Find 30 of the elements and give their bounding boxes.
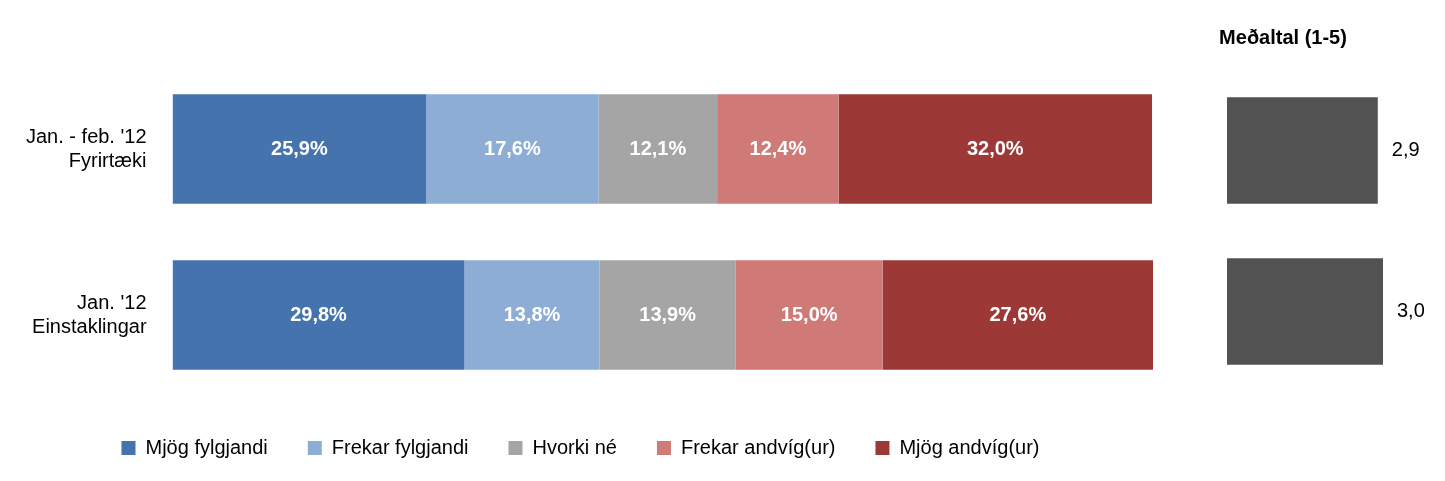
bar	[598, 94, 718, 204]
data-label: 12,4%	[749, 136, 807, 159]
bar	[717, 94, 839, 204]
legend-label: Frekar andvíg(ur)	[680, 435, 836, 458]
legend-label: Hvorki né	[532, 435, 617, 458]
legend-label: Frekar fylgjandi	[331, 435, 469, 458]
bar	[838, 94, 1153, 204]
data-label: 29,8%	[290, 302, 348, 325]
legend-label: Mjög andvíg(ur)	[899, 435, 1040, 458]
bar	[882, 260, 1153, 370]
data-label: 17,6%	[484, 136, 541, 159]
data-label: 25,9%	[271, 136, 328, 159]
y-tick-label: Jan. '12 Einstaklingar	[32, 290, 147, 337]
bar	[172, 260, 465, 370]
data-label: 3,0	[1397, 299, 1425, 322]
data-label: 13,9%	[639, 302, 697, 325]
chart-title: Meðaltal (1-5)	[1219, 25, 1347, 48]
data-label: 12,1%	[629, 136, 687, 159]
bar	[599, 260, 736, 370]
bar	[735, 260, 883, 370]
data-label: 13,8%	[503, 302, 561, 325]
data-label: 15,0%	[780, 302, 838, 325]
data-label: 32,0%	[966, 136, 1024, 159]
bar	[172, 94, 427, 204]
data-label: 2,9	[1391, 138, 1420, 161]
bar	[426, 94, 599, 204]
y-tick-label: Jan. - feb. '12 Fyrirtæki	[25, 124, 147, 171]
data-label: 27,6%	[989, 302, 1047, 325]
legend-label: Mjög fylgjandi	[145, 435, 268, 458]
bar	[464, 260, 600, 370]
